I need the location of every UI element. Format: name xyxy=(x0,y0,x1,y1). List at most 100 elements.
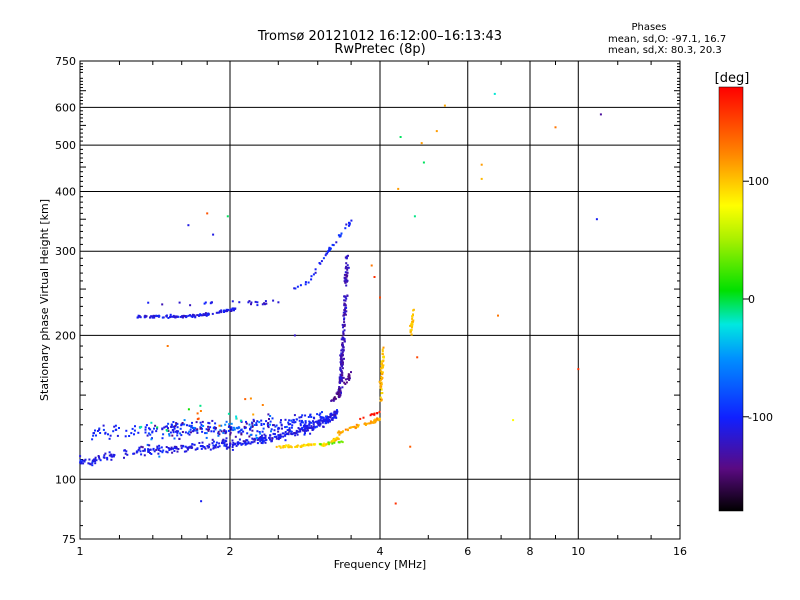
data-point xyxy=(261,442,264,445)
data-point xyxy=(214,422,217,425)
data-point xyxy=(305,444,307,447)
data-point xyxy=(320,260,323,263)
data-point xyxy=(342,314,345,317)
data-point xyxy=(314,426,317,429)
data-point xyxy=(381,353,384,356)
data-point xyxy=(313,443,316,446)
data-point xyxy=(218,442,221,445)
data-point xyxy=(341,354,343,357)
data-point xyxy=(98,456,100,459)
data-point xyxy=(299,284,302,287)
data-point xyxy=(307,281,310,284)
data-point xyxy=(184,431,187,434)
data-point xyxy=(299,422,302,425)
data-point xyxy=(343,318,345,321)
data-point xyxy=(161,316,164,319)
data-point xyxy=(291,424,294,427)
data-point xyxy=(227,426,230,428)
data-point xyxy=(177,430,180,433)
data-point xyxy=(295,429,298,432)
data-point xyxy=(212,430,215,433)
data-point xyxy=(169,431,172,434)
y-tick-label: 600 xyxy=(55,101,76,114)
data-point xyxy=(172,421,175,423)
data-point xyxy=(370,264,373,267)
data-point xyxy=(284,426,287,429)
data-point xyxy=(379,386,382,389)
data-point xyxy=(289,445,292,448)
data-point xyxy=(340,374,343,377)
data-point xyxy=(327,421,330,424)
data-point xyxy=(313,425,315,428)
data-point xyxy=(183,419,186,422)
data-point xyxy=(202,425,205,427)
data-point xyxy=(323,442,326,445)
data-point xyxy=(133,429,136,432)
data-point xyxy=(244,443,247,446)
y-tick-label: 300 xyxy=(55,245,76,258)
data-point xyxy=(322,257,325,260)
data-point xyxy=(194,448,197,451)
data-point xyxy=(193,443,196,446)
data-point xyxy=(235,444,238,447)
data-point xyxy=(337,395,340,398)
data-point xyxy=(199,427,202,430)
data-point xyxy=(290,419,293,422)
data-point xyxy=(333,441,336,444)
data-point xyxy=(266,423,269,426)
data-point xyxy=(344,306,347,309)
data-point xyxy=(225,437,228,440)
data-point xyxy=(136,316,139,319)
colorbar-ticks: 100 0 -100 xyxy=(743,175,773,424)
data-point xyxy=(411,323,414,326)
data-point xyxy=(150,315,153,318)
data-point xyxy=(211,419,214,422)
data-point xyxy=(175,446,178,448)
data-point xyxy=(175,422,178,425)
data-point xyxy=(309,432,312,435)
data-point xyxy=(229,431,232,434)
data-point xyxy=(235,426,238,429)
data-point xyxy=(327,417,330,420)
x-tick-label: 10 xyxy=(571,545,585,558)
data-point xyxy=(161,427,164,430)
data-point xyxy=(299,429,302,432)
data-point xyxy=(341,441,344,444)
data-point xyxy=(118,427,120,429)
data-point xyxy=(220,311,223,314)
data-point xyxy=(380,375,383,378)
data-point xyxy=(285,433,288,435)
data-point xyxy=(339,390,342,393)
data-point xyxy=(79,461,82,464)
data-point xyxy=(173,427,176,430)
data-point xyxy=(227,446,230,449)
data-point xyxy=(382,346,385,349)
data-point xyxy=(340,232,343,235)
data-point xyxy=(412,314,414,317)
data-point xyxy=(261,434,263,437)
data-point xyxy=(293,414,296,417)
data-point xyxy=(143,454,146,457)
data-point xyxy=(411,315,414,318)
data-point xyxy=(99,432,102,434)
data-point xyxy=(217,432,220,435)
data-point xyxy=(314,268,317,271)
data-point xyxy=(380,392,383,395)
data-point xyxy=(345,257,348,260)
data-point xyxy=(106,458,109,461)
data-point xyxy=(264,439,267,442)
data-point xyxy=(319,418,322,421)
data-point xyxy=(294,434,297,437)
data-point xyxy=(240,420,243,423)
data-point xyxy=(208,422,211,425)
data-point xyxy=(350,371,352,374)
data-point xyxy=(338,377,341,380)
data-point xyxy=(324,254,327,257)
data-point xyxy=(411,320,414,323)
data-point xyxy=(262,440,265,443)
data-point xyxy=(302,429,304,432)
data-point xyxy=(346,294,349,297)
data-point xyxy=(300,416,303,419)
data-point xyxy=(357,425,360,428)
data-point xyxy=(103,454,106,457)
